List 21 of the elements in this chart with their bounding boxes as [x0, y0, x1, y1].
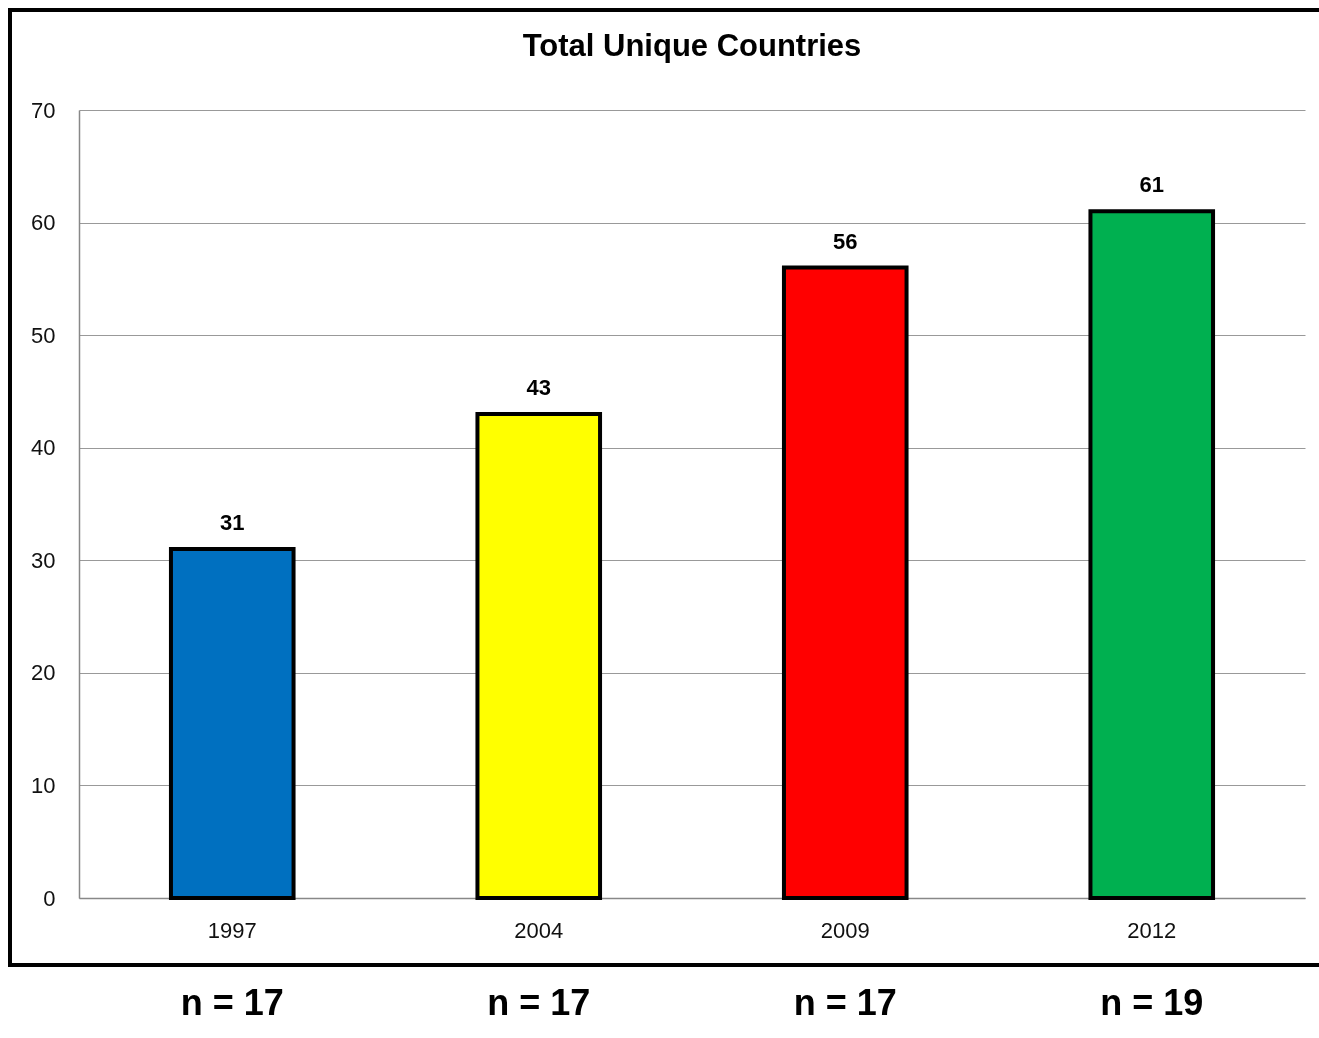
y-tick-label: 0 — [43, 885, 56, 911]
x-tick-label: 2004 — [514, 917, 564, 943]
x-tick-label: 1997 — [207, 917, 257, 943]
data-label: 43 — [526, 374, 551, 400]
data-label: 56 — [833, 228, 858, 254]
text: n = 17 — [180, 982, 284, 1023]
y-tick-label: 60 — [31, 210, 56, 236]
x-tick-label: 2009 — [820, 917, 870, 943]
data-label: 61 — [1139, 172, 1164, 198]
chart-title: Total Unique Countries — [522, 28, 862, 63]
text: n = 17 — [793, 982, 897, 1023]
y-tick-label: 70 — [31, 97, 56, 123]
text: n = 17 — [487, 982, 591, 1023]
y-tick-label: 50 — [31, 322, 56, 348]
text: n = 19 — [1100, 982, 1204, 1023]
data-label: 31 — [220, 510, 245, 536]
y-tick-label: 10 — [31, 772, 56, 798]
y-tick-label: 30 — [31, 547, 56, 573]
y-tick-label: 40 — [31, 435, 56, 461]
x-tick-label: 2012 — [1127, 917, 1177, 943]
y-tick-label: 20 — [31, 660, 56, 686]
